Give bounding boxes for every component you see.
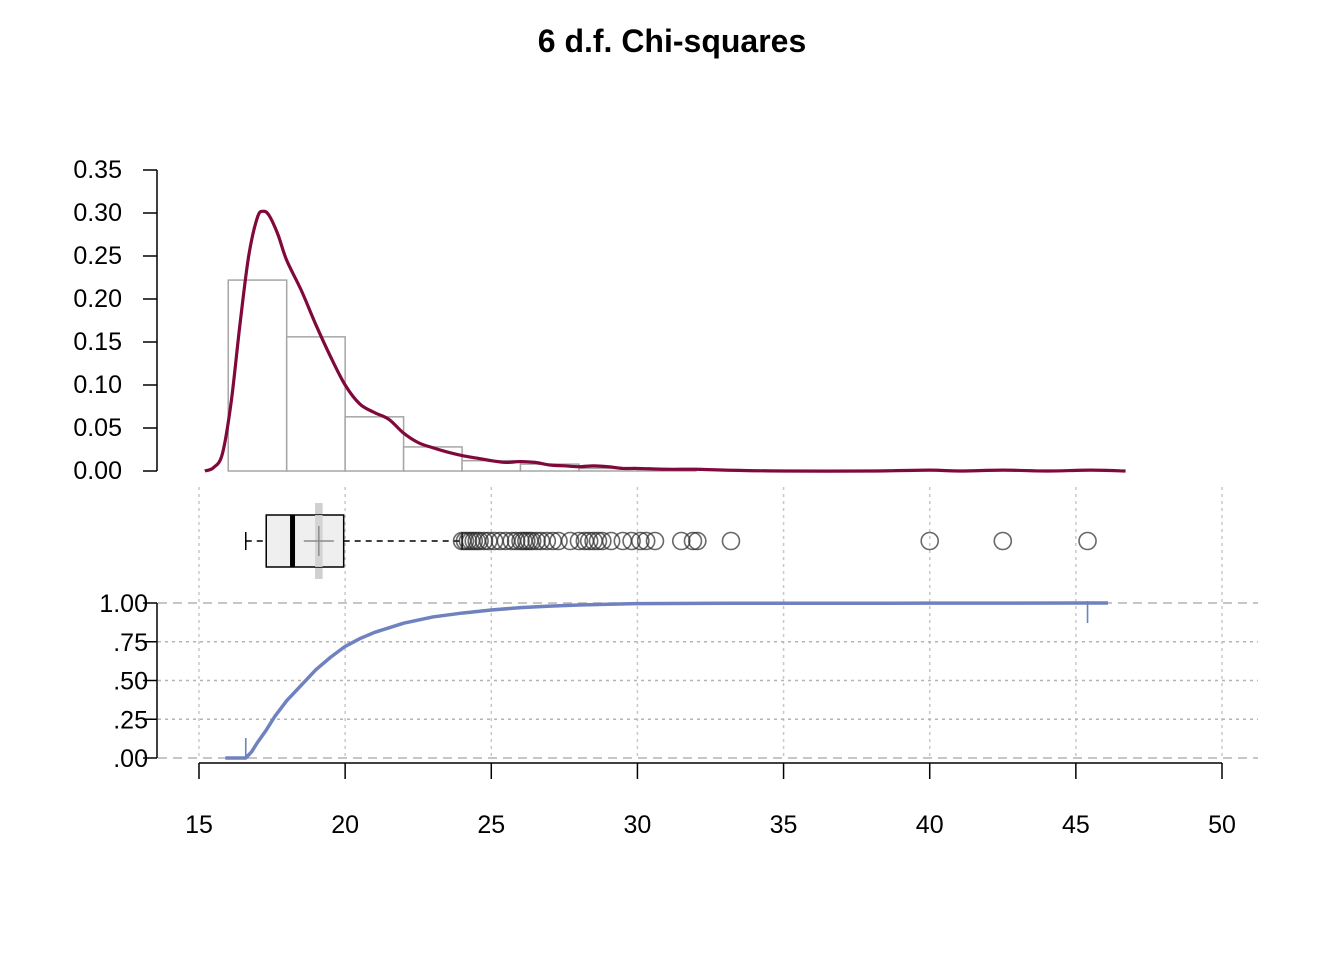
outlier-point (631, 531, 650, 551)
hist-y-tick-label: 0.25 (73, 242, 122, 270)
outlier-point (688, 531, 707, 551)
outlier-point (993, 531, 1013, 551)
outlier-point (721, 531, 741, 551)
outlier-point (560, 531, 580, 551)
ecdf-y-tick-label: .75 (113, 629, 148, 657)
hist-y-tick-label: 0.30 (73, 199, 122, 227)
outlier-point (622, 531, 641, 551)
boxplot (245, 503, 1097, 579)
x-tick-label: 45 (1062, 811, 1090, 839)
axes: 0.00 0.05 0.10 0.15 0.20 0.25 0.30 0.35 .00 .25 .5… (73, 156, 1236, 839)
outlier-point (1078, 531, 1097, 551)
outlier-point (522, 531, 542, 551)
ecdf-y-tick-label: 1.00 (99, 590, 148, 618)
x-tick-label: 15 (185, 811, 213, 839)
hist-y-tick-label: 0.00 (73, 457, 122, 485)
x-tick-label: 50 (1208, 811, 1236, 839)
outlier-point (569, 531, 589, 551)
grid (158, 487, 1258, 759)
ecdf-y-tick-label: .25 (113, 706, 148, 734)
x-tick-label: 30 (624, 811, 652, 839)
chart-title: 6 d.f. Chi-squares (538, 23, 807, 59)
hist-y-tick-label: 0.10 (73, 371, 122, 399)
outlier-point (671, 531, 691, 551)
x-tick-label: 40 (916, 811, 944, 839)
hist-y-tick-label: 0.35 (73, 156, 122, 184)
histogram-bar (227, 279, 288, 472)
outlier-point (683, 531, 703, 551)
outlier-point (636, 531, 656, 551)
x-tick-label: 25 (477, 811, 505, 839)
ecdf-y-tick-label: .00 (113, 745, 148, 773)
outlier-point (579, 531, 599, 551)
ecdf-plot (225, 601, 1109, 760)
outlier-point (593, 531, 612, 551)
histogram (227, 279, 697, 472)
ecdf-y-tick-label: .50 (113, 668, 148, 696)
histogram-bar (285, 336, 346, 472)
x-tick-label: 35 (770, 811, 798, 839)
density-curve (204, 209, 1126, 473)
outlier-point (470, 531, 489, 551)
density-line (204, 209, 1126, 473)
outlier-point (474, 531, 494, 551)
outlier-point (490, 531, 510, 551)
outlier-point (527, 531, 546, 551)
x-tick-label: 20 (331, 811, 359, 839)
outlier-point (549, 531, 568, 551)
outlier-point (537, 531, 557, 551)
outlier-point (601, 531, 621, 551)
outlier-point (506, 531, 526, 551)
outlier-point (920, 531, 940, 551)
hist-y-tick-label: 0.05 (73, 414, 122, 442)
ecdf-line (225, 601, 1109, 760)
hist-y-tick-label: 0.20 (73, 285, 122, 313)
hist-y-tick-label: 0.15 (73, 328, 122, 356)
histogram-bar (402, 446, 463, 472)
outlier-point (588, 531, 608, 551)
outlier-point (645, 531, 665, 551)
